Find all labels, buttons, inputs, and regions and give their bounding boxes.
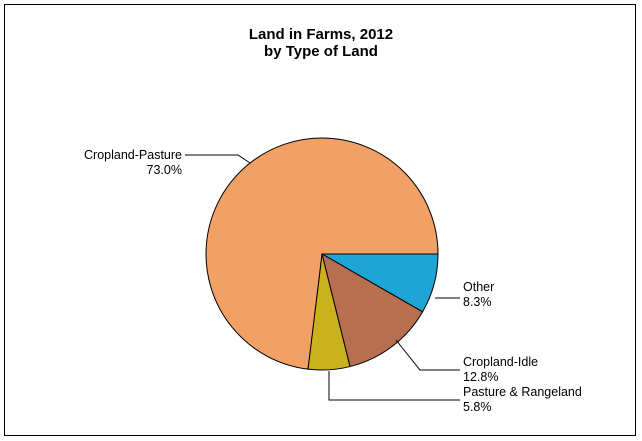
label-pasture-rangeland: Pasture & Rangeland <box>463 385 582 399</box>
chart-title-line2: by Type of Land <box>264 43 378 60</box>
label-cropland-idle: Cropland-Idle <box>463 355 538 369</box>
label-cropland-pasture: Cropland-Pasture <box>84 148 182 162</box>
chart-title-line1: Land in Farms, 2012 <box>248 26 394 43</box>
leader-cropland-idle <box>395 339 460 371</box>
pct-other: 8.3% <box>463 295 492 309</box>
slice-cropland-pasture <box>205 137 439 370</box>
leader-pasture-rangeland <box>328 371 460 401</box>
chart-title: Land in Farms, 2012 by Type of Land <box>0 26 642 60</box>
leader-cropland-pasture <box>185 154 251 164</box>
slice-cropland-idle <box>321 252 424 368</box>
pct-cropland-pasture: 73.0% <box>147 163 182 177</box>
label-other: Other <box>463 280 494 294</box>
pct-cropland-idle: 12.8% <box>463 370 498 384</box>
pct-pasture-rangeland: 5.8% <box>463 400 492 414</box>
